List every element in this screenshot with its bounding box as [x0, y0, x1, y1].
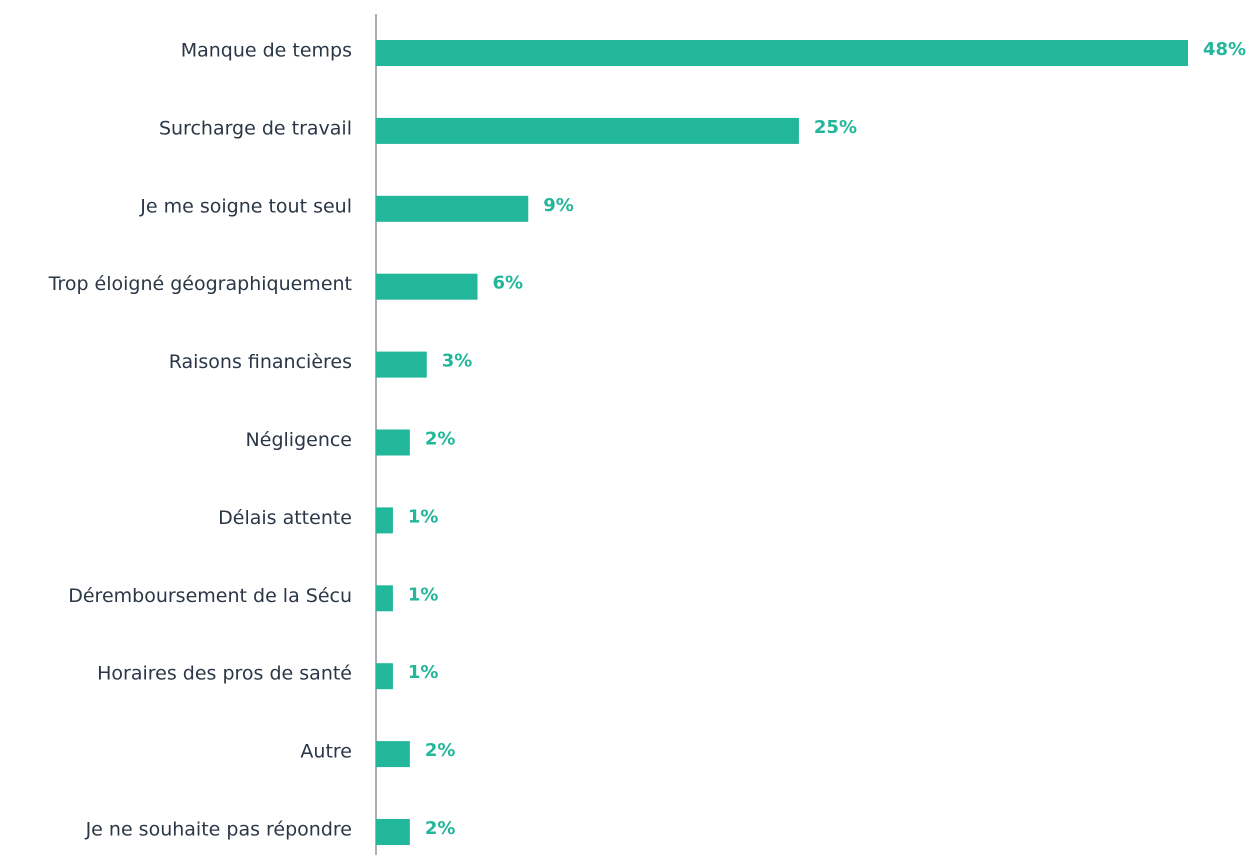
value-label: 1%: [408, 584, 439, 605]
category-label: Manque de temps: [181, 40, 352, 62]
bar: [376, 741, 410, 768]
value-label: 6%: [493, 273, 524, 294]
bar: [376, 663, 393, 690]
bar: [376, 273, 478, 300]
bar: [376, 40, 1188, 66]
category-label: Horaires des pros de santé: [97, 663, 352, 685]
bar: [376, 819, 410, 845]
category-label: Raisons financières: [169, 351, 352, 373]
value-label: 9%: [543, 195, 574, 216]
bar: [376, 117, 799, 144]
category-label: Délais attente: [218, 507, 352, 529]
value-label: 1%: [408, 506, 439, 527]
category-label: Je ne souhaite pas répondre: [85, 819, 352, 841]
bar: [376, 195, 529, 222]
bar: [376, 429, 410, 456]
category-label: Surcharge de travail: [159, 117, 352, 139]
category-label: Déremboursement de la Sécu: [68, 585, 352, 607]
bar: [376, 351, 427, 378]
value-label: 25%: [814, 117, 857, 138]
value-label: 2%: [425, 818, 456, 839]
value-label: 3%: [442, 351, 473, 372]
category-label: Autre: [300, 741, 352, 763]
value-label: 1%: [408, 662, 439, 683]
category-label: Je me soigne tout seul: [139, 195, 352, 217]
bar: [376, 585, 393, 612]
value-label: 2%: [425, 429, 456, 450]
category-label: Négligence: [246, 429, 352, 451]
category-label: Trop éloigné géographiquement: [48, 273, 352, 295]
bar: [376, 507, 393, 534]
value-label: 2%: [425, 740, 456, 761]
value-label: 48%: [1203, 39, 1246, 60]
